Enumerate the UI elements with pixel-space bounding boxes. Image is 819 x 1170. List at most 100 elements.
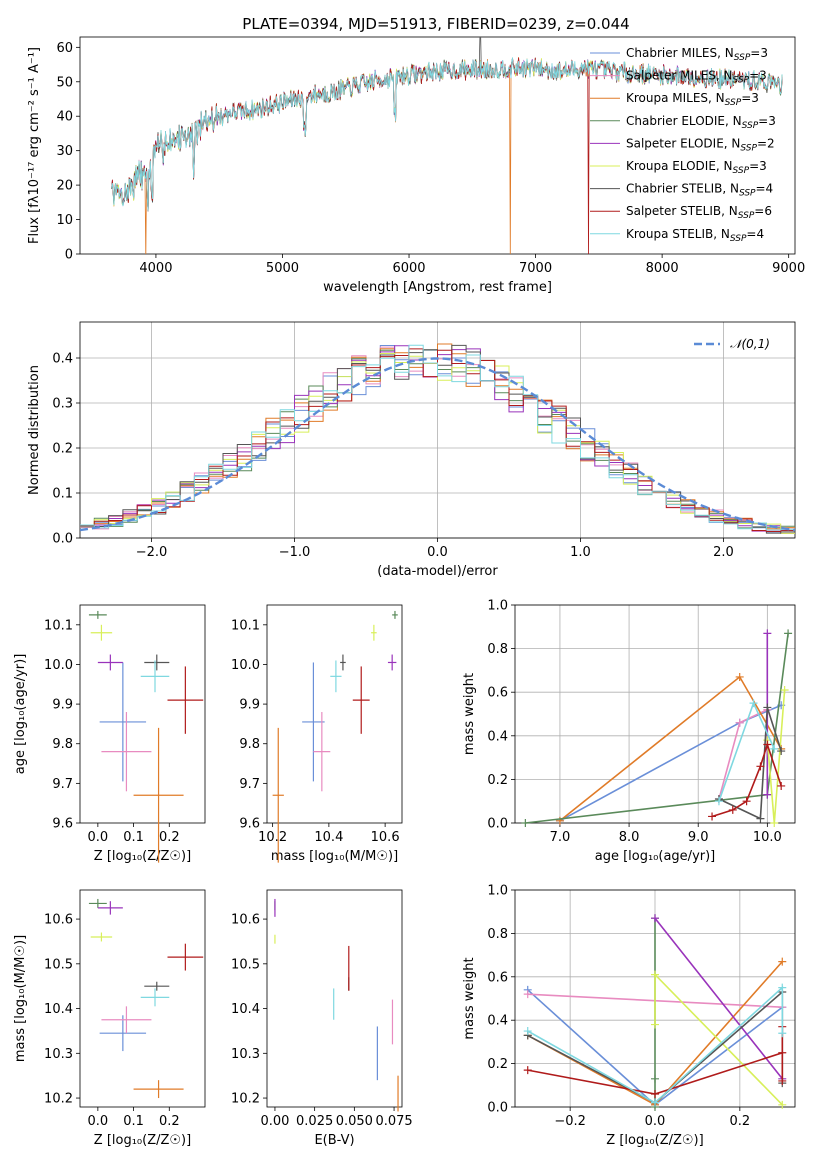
y-tick-label: 9.9 — [239, 698, 260, 713]
legend-entry: Salpeter STELIB, NSSP=6 — [626, 204, 772, 221]
x-tick-label: 6000 — [392, 261, 425, 276]
mass-weight-marker — [555, 816, 564, 825]
legend-entry-suffix: =6 — [754, 204, 772, 218]
mass-weight-marker — [521, 819, 530, 827]
y-tick-label: 10 — [56, 213, 73, 228]
x-tick-label: 7000 — [519, 261, 552, 276]
legend-entry-sub: SSP — [734, 53, 751, 63]
errorbar-panel: 0.0 0.1 0.2 10.2 10.3 10.4 10.5 10.6 Z [log₁₀(Z/… — [13, 889, 206, 1148]
mass-weight-marker — [651, 914, 659, 923]
legend-entry-label: Kroupa MILES, N — [626, 91, 725, 105]
y-tick-label: 10.4 — [44, 1002, 73, 1017]
legend-entry-suffix: =4 — [756, 182, 774, 196]
y-tick-label: 1.0 — [487, 599, 508, 614]
y-axis-label: mass weight — [462, 957, 477, 1039]
plot-frame — [79, 604, 206, 824]
y-tick-label: 0.0 — [487, 817, 508, 832]
y-tick-label: 10.2 — [231, 1092, 260, 1107]
x-tick-label: 9.0 — [688, 830, 709, 845]
x-axis-label: Z [log₁₀(Z/Z☉)] — [606, 1133, 703, 1148]
mass-weight-marker — [778, 1029, 787, 1038]
y-tick-label: 40 — [56, 110, 73, 125]
y-tick-label: 9.9 — [52, 698, 73, 713]
y-tick-label: 9.8 — [239, 737, 260, 752]
x-tick-label: 0.0 — [645, 1114, 666, 1129]
x-tick-label: 0.0 — [88, 830, 109, 845]
errorbar-panel: 0.00 0.025 0.050 0.075 10.2 10.3 10.4 10.5 10.6 E… — [231, 889, 413, 1148]
plot-frame — [79, 36, 796, 255]
mass-weight-marker — [778, 983, 787, 992]
mass-weight-marker — [778, 1048, 787, 1057]
y-axis-label: age [log₁₀(age/yr)] — [13, 654, 28, 775]
legend-entry-label: Chabrier MILES, N — [626, 46, 734, 60]
y-tick-label: 0 — [65, 248, 73, 263]
mass-weight-line — [711, 741, 782, 818]
y-tick-label: 0.4 — [487, 1014, 508, 1029]
mass-weight-marker — [735, 672, 744, 681]
y-tick-label: 0.2 — [487, 1057, 508, 1072]
mass-weight-marker — [763, 629, 772, 638]
x-tick-label: 5000 — [266, 261, 299, 276]
x-tick-label: −1.0 — [279, 545, 311, 560]
x-tick-label: 0.075 — [375, 1114, 412, 1129]
y-tick-label: 30 — [56, 144, 73, 159]
plot-frame — [266, 604, 403, 824]
x-axis-label: age [log₁₀(age/yr)] — [595, 849, 716, 864]
y-axis-label: Flux [fλ10⁻¹⁷ erg cm⁻² s⁻¹ A⁻¹] — [27, 47, 42, 244]
mass-weight-marker — [777, 781, 786, 790]
mass-weight-marker — [523, 1027, 532, 1036]
mass-weight-marker — [749, 699, 758, 708]
plot-frame — [79, 889, 206, 1108]
legend-entry-suffix: =4 — [746, 227, 764, 241]
mass-weight-marker — [735, 718, 744, 727]
x-tick-label: 1.0 — [570, 545, 591, 560]
legend-entry-suffix: =3 — [741, 91, 759, 105]
y-axis-label: mass weight — [462, 673, 477, 755]
mass-weight-marker — [770, 744, 779, 753]
y-tick-label: 10.5 — [44, 957, 73, 972]
plot-frame — [514, 604, 796, 824]
normal-reference-curve — [80, 357, 795, 532]
histogram-steps — [80, 343, 795, 534]
legend-entry-sub: SSP — [738, 211, 755, 221]
x-axis-label: Z [log₁₀(Z/Z☉)] — [94, 1133, 191, 1148]
y-tick-label: 10.0 — [44, 658, 73, 673]
y-tick-label: 10.2 — [44, 1092, 73, 1107]
x-tick-label: 10.6 — [371, 830, 400, 845]
y-tick-label: 0.3 — [52, 397, 73, 412]
mass-weight-marker — [651, 1089, 659, 1098]
y-tick-label: 0.6 — [487, 970, 508, 985]
y-tick-label: 10.3 — [231, 1047, 260, 1062]
mass-weight-marker — [651, 1020, 659, 1029]
legend-entry-label: Kroupa ELODIE, N — [626, 159, 733, 173]
legend-entry-label: Salpeter ELODIE, N — [626, 136, 740, 150]
y-tick-label: 10.6 — [44, 913, 73, 928]
legend-entry-suffix: =3 — [749, 159, 767, 173]
y-axis-label: Normed distribution — [27, 365, 42, 495]
y-tick-label: 10.1 — [44, 618, 73, 633]
legend-entry: Chabrier ELODIE, NSSP=3 — [626, 114, 776, 131]
mass-weight-marker — [651, 1098, 659, 1107]
mass-weight-marker — [778, 1100, 787, 1109]
errorbar-panel: 10.2 10.4 10.6 9.6 9.7 9.8 9.9 10.0 10.1 mass [lo… — [231, 604, 403, 864]
y-tick-label: 0.4 — [487, 729, 508, 744]
legend-entry-sub: SSP — [730, 234, 747, 244]
legend-entry-sub: SSP — [725, 98, 742, 108]
legend-entry-suffix: =3 — [749, 69, 767, 83]
y-tick-label: 0.2 — [52, 442, 73, 457]
plot-frame — [79, 321, 796, 539]
x-axis-label: wavelength [Angstrom, rest frame] — [323, 280, 552, 295]
legend-entry: Kroupa STELIB, NSSP=4 — [626, 227, 764, 244]
x-tick-label: 10.2 — [258, 830, 287, 845]
y-tick-label: 0.8 — [487, 927, 508, 942]
mass-weight-marker — [763, 740, 772, 749]
y-tick-label: 9.8 — [52, 737, 73, 752]
x-axis-label: mass [log₁₀(M/M☉)] — [271, 849, 398, 864]
legend-entry: Salpeter MILES, NSSP=3 — [626, 69, 767, 86]
legend-entry: Kroupa ELODIE, NSSP=3 — [626, 159, 767, 176]
x-tick-label: 0.0 — [88, 1114, 109, 1129]
x-tick-label: 0.050 — [336, 1114, 373, 1129]
legend-entry-label: Salpeter MILES, N — [626, 69, 733, 83]
errorbar-panel: 0.0 0.1 0.2 9.6 9.7 9.8 9.9 10.0 10.1 Z [log₁₀(Z/… — [13, 604, 206, 864]
x-tick-label: 0.2 — [730, 1114, 751, 1129]
